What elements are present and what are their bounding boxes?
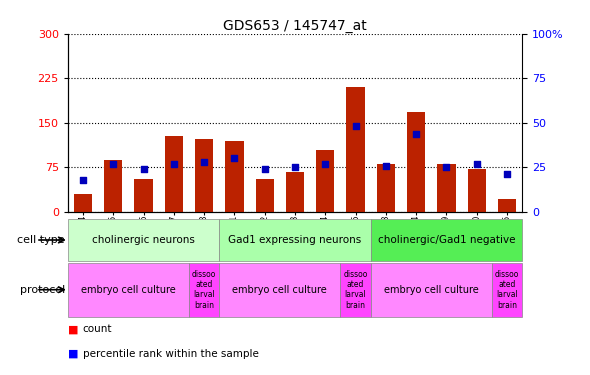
Bar (74, 194, 92, 212)
Bar (371, 262, 492, 317)
Point (260, 166, 270, 172)
Bar (104, 160, 122, 212)
Bar (195, 140, 213, 212)
Point (109, 161, 118, 167)
Bar (346, 87, 365, 212)
Point (381, 163, 391, 169)
Point (199, 159, 209, 165)
Text: ■: ■ (68, 349, 78, 359)
Bar (219, 219, 371, 261)
Bar (498, 199, 516, 212)
Point (472, 161, 481, 167)
Bar (377, 164, 395, 212)
Point (351, 123, 360, 129)
Point (230, 155, 239, 161)
Text: cholinergic/Gad1 negative: cholinergic/Gad1 negative (378, 235, 515, 245)
Title: GDS653 / 145747_at: GDS653 / 145747_at (223, 19, 367, 33)
Bar (165, 136, 183, 212)
Bar (68, 219, 219, 261)
Bar (316, 150, 335, 212)
Bar (189, 262, 219, 317)
Text: cell type: cell type (17, 235, 65, 245)
Bar (437, 164, 455, 212)
Bar (468, 169, 486, 212)
Text: dissoo
ated
larval
brain: dissoo ated larval brain (343, 270, 368, 310)
Text: ■: ■ (68, 324, 78, 334)
Point (139, 166, 148, 172)
Text: embryo cell culture: embryo cell culture (384, 285, 478, 295)
Text: Gad1 expressing neurons: Gad1 expressing neurons (228, 235, 362, 245)
Text: protocol: protocol (19, 285, 65, 295)
Point (78, 177, 88, 183)
Bar (340, 262, 371, 317)
Point (502, 171, 512, 177)
Text: cholinergic neurons: cholinergic neurons (92, 235, 195, 245)
Text: count: count (83, 324, 112, 334)
Bar (492, 262, 522, 317)
Bar (407, 112, 425, 212)
Point (442, 164, 451, 170)
Bar (135, 179, 153, 212)
Text: dissoo
ated
larval
brain: dissoo ated larval brain (495, 270, 519, 310)
Bar (219, 262, 340, 317)
Text: embryo cell culture: embryo cell culture (232, 285, 327, 295)
Point (320, 161, 330, 167)
Point (169, 161, 179, 167)
Bar (371, 219, 522, 261)
Bar (255, 179, 274, 212)
Bar (286, 171, 304, 212)
Bar (68, 262, 189, 317)
Point (411, 130, 421, 136)
Bar (225, 141, 244, 212)
Text: percentile rank within the sample: percentile rank within the sample (83, 349, 258, 359)
Text: dissoo
ated
larval
brain: dissoo ated larval brain (192, 270, 217, 310)
Point (290, 164, 300, 170)
Text: embryo cell culture: embryo cell culture (81, 285, 176, 295)
